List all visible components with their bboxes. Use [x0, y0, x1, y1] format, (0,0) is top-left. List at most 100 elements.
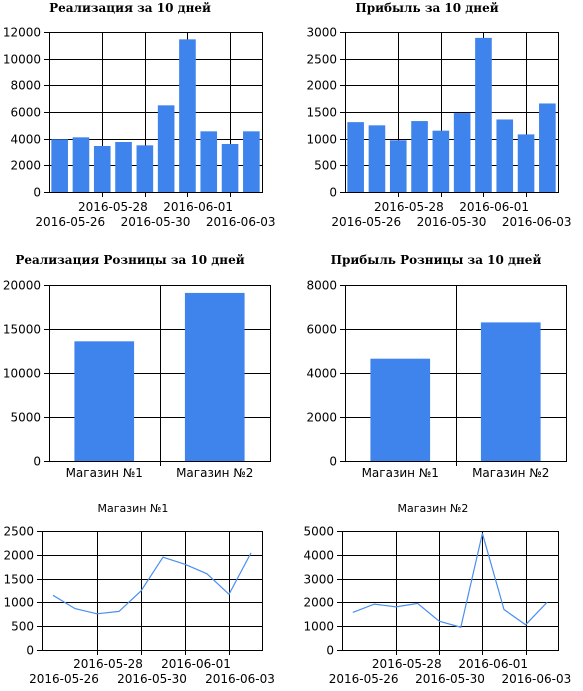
- y-tick-label: 6000: [10, 106, 41, 120]
- x-tick-label: 2016-05-30: [121, 215, 191, 229]
- x-category-label: Магазин №1: [66, 466, 143, 480]
- bar: [368, 125, 386, 192]
- chart-title: Реализация Розницы за 10 дней: [15, 253, 244, 267]
- bar: [51, 139, 68, 192]
- chart-retail-profit-10-days: Прибыль Розницы за 10 дней 0 2000 4000 6000 8…: [306, 253, 567, 480]
- x-tick-label: 2016-06-03: [502, 672, 572, 686]
- y-tick-label: 1000: [306, 133, 337, 147]
- y-tick-label: 2000: [306, 411, 337, 425]
- plot-frame: [345, 285, 567, 462]
- y-tick-label: 0: [33, 186, 41, 200]
- x-tick-label: 2016-06-01: [163, 200, 233, 214]
- bar: [475, 37, 492, 192]
- y-tick-label: 12000: [3, 26, 41, 40]
- y-tick-label: 2000: [303, 596, 334, 610]
- x-tick-label: 2016-05-28: [73, 657, 143, 671]
- plot-frame: [342, 531, 559, 651]
- x-tick-label: 2016-05-30: [117, 672, 187, 686]
- bar: [157, 105, 175, 192]
- y-tick-label: 1000: [3, 596, 34, 610]
- series-line: [52, 552, 252, 615]
- bar: [184, 292, 245, 461]
- y-tick-label: 4000: [303, 549, 334, 563]
- y-tick-label: 0: [329, 455, 337, 469]
- bar: [243, 131, 260, 192]
- x-tick-label: 2016-05-28: [372, 657, 442, 671]
- bar: [74, 341, 135, 461]
- x-tick-label: 2016-06-03: [206, 215, 276, 229]
- y-tick-label: 1000: [303, 620, 334, 634]
- x-tick-label: 2016-05-30: [417, 215, 487, 229]
- bar: [370, 358, 431, 461]
- y-tick-label: 4000: [306, 367, 337, 381]
- chart-title: Реализация за 10 дней: [49, 1, 211, 15]
- y-tick-label: 0: [26, 644, 34, 658]
- chart-title: Магазин №2: [398, 502, 469, 515]
- bar: [179, 39, 196, 193]
- y-tick-label: 15000: [3, 323, 41, 337]
- chart-retail-sales-10-days: Реализация Розницы за 10 дней 0 5000 10000 1…: [3, 253, 271, 480]
- y-tick-label: 0: [33, 455, 41, 469]
- y-tick-label: 0: [326, 644, 334, 658]
- x-category-label: Магазин №1: [362, 466, 439, 480]
- y-tick-label: 500: [314, 159, 337, 173]
- bar: [136, 145, 154, 192]
- chart-store-1-line: Магазин №1 0 500 1000 1500 2000 2500 2016-05-28…: [3, 502, 274, 686]
- x-tick-label: 2016-05-26: [331, 215, 401, 229]
- y-tick-label: 1500: [3, 573, 34, 587]
- y-tick-label: 1500: [306, 106, 337, 120]
- x-tick-label: 2016-05-28: [78, 200, 148, 214]
- y-tick-label: 10000: [3, 53, 41, 67]
- y-tick-label: 5000: [303, 525, 334, 539]
- bar: [453, 113, 471, 192]
- y-tick-label: 2000: [3, 549, 34, 563]
- x-tick-label: 2016-06-01: [459, 200, 529, 214]
- chart-title: Прибыль за 10 дней: [355, 1, 498, 15]
- bar: [347, 122, 364, 192]
- y-tick-label: 8000: [10, 79, 41, 93]
- plot-frame: [49, 32, 263, 193]
- x-tick-label: 2016-06-01: [161, 657, 231, 671]
- y-tick-label: 4000: [10, 133, 41, 147]
- bar: [480, 322, 541, 461]
- chart-title: Магазин №1: [98, 502, 169, 515]
- chart-store-2-line: Магазин №2 0 1000 2000 3000 4000 5000 2016-05-2…: [303, 502, 571, 686]
- bar: [72, 137, 90, 192]
- bar: [496, 119, 514, 192]
- x-tick-label: 2016-06-03: [502, 215, 572, 229]
- y-tick-label: 500: [11, 620, 34, 634]
- x-category-label: Магазин №2: [176, 466, 253, 480]
- bar: [93, 146, 111, 192]
- bar: [389, 140, 407, 192]
- x-tick-label: 2016-05-26: [35, 215, 105, 229]
- y-tick-label: 8000: [306, 279, 337, 293]
- bar: [432, 130, 450, 192]
- plot-frame: [49, 285, 271, 462]
- x-tick-label: 2016-05-30: [415, 672, 485, 686]
- y-tick-label: 2500: [3, 525, 34, 539]
- plot-frame: [42, 531, 263, 651]
- x-tick-label: 2016-06-01: [458, 657, 528, 671]
- x-tick-label: 2016-05-28: [374, 200, 444, 214]
- chart-sales-10-days: Реализация за 10 дней 0 2000 4000 6000 8000 10…: [3, 1, 276, 229]
- x-tick-label: 2016-05-26: [329, 672, 399, 686]
- y-tick-label: 6000: [306, 323, 337, 337]
- bar: [539, 103, 556, 192]
- x-tick-label: 2016-06-03: [205, 672, 275, 686]
- y-tick-label: 20000: [3, 279, 41, 293]
- plot-frame: [345, 32, 559, 193]
- y-tick-label: 2500: [306, 53, 337, 67]
- y-tick-label: 5000: [10, 411, 41, 425]
- y-tick-label: 2000: [306, 79, 337, 93]
- y-tick-label: 2000: [10, 159, 41, 173]
- y-tick-label: 3000: [303, 573, 334, 587]
- bar: [517, 134, 535, 192]
- x-tick-label: 2016-05-26: [29, 672, 99, 686]
- chart-title: Прибыль Розницы за 10 дней: [331, 253, 542, 267]
- chart-profit-10-days: Прибыль за 10 дней 0 500 1000 1500 2000 2500 30…: [306, 1, 571, 229]
- bar: [200, 131, 218, 192]
- series-line: [352, 533, 548, 628]
- bar: [221, 144, 239, 192]
